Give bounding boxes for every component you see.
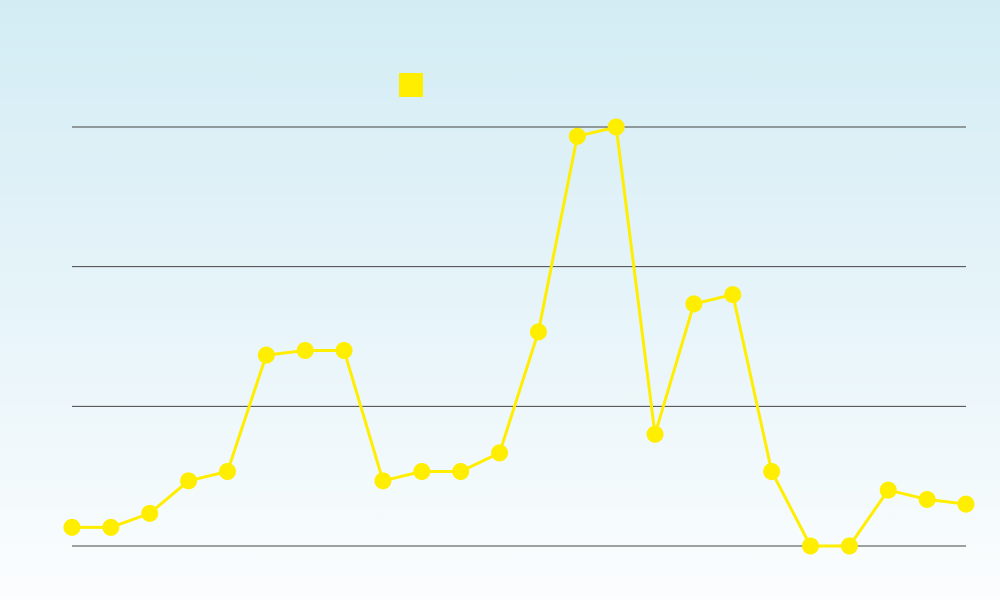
data-point-19 — [802, 537, 820, 555]
data-point-15 — [646, 425, 664, 443]
data-point-9 — [413, 463, 431, 481]
data-point-18 — [763, 463, 781, 481]
legend — [399, 73, 423, 97]
data-point-3 — [180, 472, 198, 490]
data-point-23 — [957, 495, 975, 513]
data-point-0 — [63, 518, 81, 536]
data-point-12 — [529, 323, 547, 341]
data-point-17 — [724, 286, 742, 304]
data-point-22 — [918, 490, 936, 508]
data-point-21 — [879, 481, 897, 499]
legend-marker — [399, 73, 423, 97]
data-point-4 — [218, 463, 236, 481]
data-point-1 — [102, 518, 120, 536]
data-point-16 — [685, 295, 703, 313]
data-point-2 — [141, 504, 159, 522]
gridlines — [72, 126, 966, 547]
data-point-13 — [568, 127, 586, 145]
series-line-0 — [72, 125, 967, 548]
series-layer — [63, 118, 975, 555]
data-point-11 — [491, 444, 509, 462]
data-point-10 — [452, 463, 470, 481]
data-point-7 — [335, 341, 353, 359]
data-point-8 — [374, 472, 392, 490]
data-point-20 — [840, 537, 858, 555]
data-point-5 — [257, 346, 275, 364]
data-point-14 — [607, 118, 625, 136]
data-point-6 — [296, 341, 314, 359]
